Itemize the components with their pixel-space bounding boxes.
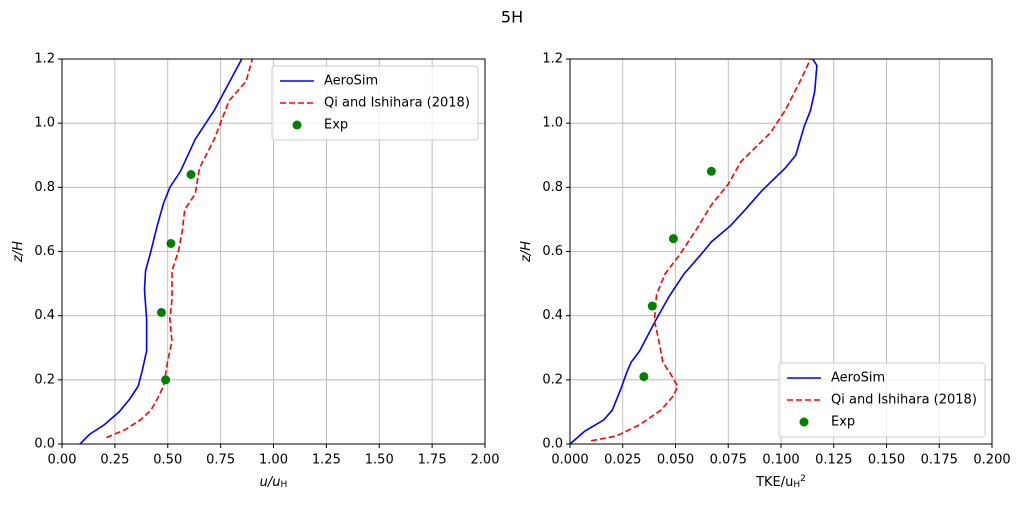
data-line (79, 58, 243, 445)
legend-marker (799, 417, 809, 427)
y-tick-label: 0.2 (34, 372, 55, 387)
y-tick-label: 0.0 (34, 437, 55, 452)
data-point (647, 301, 657, 311)
axis-label-part: H (281, 480, 288, 490)
x-tick-label: 0.125 (815, 453, 852, 468)
axis-label-part: z/H (519, 241, 534, 263)
y-tick-label: 0.4 (34, 308, 55, 323)
x-tick-label: 0.25 (100, 453, 129, 468)
data-point (186, 170, 196, 179)
x-tick-label: 2.00 (471, 453, 500, 468)
data-line (590, 58, 812, 442)
x-tick-label: 1.00 (259, 453, 288, 468)
legend-box (271, 65, 479, 141)
y-tick-label: 1.0 (34, 116, 55, 131)
legend-label: Qi and Ishihara (2018) (831, 393, 977, 408)
y-tick-label: 0.4 (542, 308, 563, 323)
x-tick-label: 0.175 (921, 453, 958, 468)
axis-label: u/uH (260, 475, 288, 491)
axis-label-part: 2 (800, 474, 806, 484)
axis-label-part: u/u (260, 475, 281, 490)
legend-marker (292, 120, 302, 130)
data-line (569, 58, 818, 445)
legend-label: AeroSim (324, 74, 378, 89)
axis-label-part: H (793, 480, 800, 490)
data-point (706, 166, 716, 176)
x-tick-label: 0.025 (604, 453, 641, 468)
y-tick-label: 0.8 (34, 180, 55, 195)
data-point (161, 375, 171, 385)
figure-title: 5H (501, 8, 523, 27)
axis-label-part: TKE/u (755, 475, 793, 490)
data-line (106, 58, 254, 439)
y-tick-label: 0.2 (542, 372, 563, 387)
legend-label: AeroSim (831, 371, 885, 386)
y-tick-label: 1.0 (542, 116, 563, 131)
legend-label: Exp (324, 118, 348, 133)
x-tick-label: 0.75 (206, 453, 235, 468)
axis-label: z/H (519, 241, 534, 263)
x-tick-label: 0.050 (657, 453, 694, 468)
x-tick-label: 0.50 (153, 453, 182, 468)
x-tick-label: 0.00 (48, 453, 77, 468)
y-tick-label: 0.0 (542, 437, 563, 452)
legend-box (778, 362, 986, 438)
legend-label: Exp (831, 415, 855, 430)
data-point (156, 307, 166, 317)
x-tick-label: 0.075 (710, 453, 747, 468)
y-tick-label: 1.2 (34, 52, 55, 67)
data-point (639, 372, 649, 382)
axes-frame (61, 58, 486, 445)
data-point (166, 238, 176, 248)
axes-frame (569, 58, 993, 445)
x-tick-label: 0.200 (973, 453, 1010, 468)
axis-label: TKE/uH2 (755, 474, 806, 490)
x-tick-label: 1.25 (312, 453, 341, 468)
axis-label-part: z/H (11, 241, 26, 263)
x-tick-label: 0.100 (762, 453, 799, 468)
axis-label: z/H (11, 241, 26, 263)
legend-label: Qi and Ishihara (2018) (324, 96, 470, 111)
y-tick-label: 0.6 (34, 244, 55, 259)
x-tick-label: 1.50 (365, 453, 394, 468)
x-tick-label: 0.000 (551, 453, 588, 468)
y-tick-label: 0.8 (542, 180, 563, 195)
y-tick-label: 0.6 (542, 244, 563, 259)
data-point (668, 234, 678, 244)
x-tick-label: 0.150 (868, 453, 905, 468)
x-tick-label: 1.75 (418, 453, 447, 468)
y-tick-label: 1.2 (542, 52, 563, 67)
